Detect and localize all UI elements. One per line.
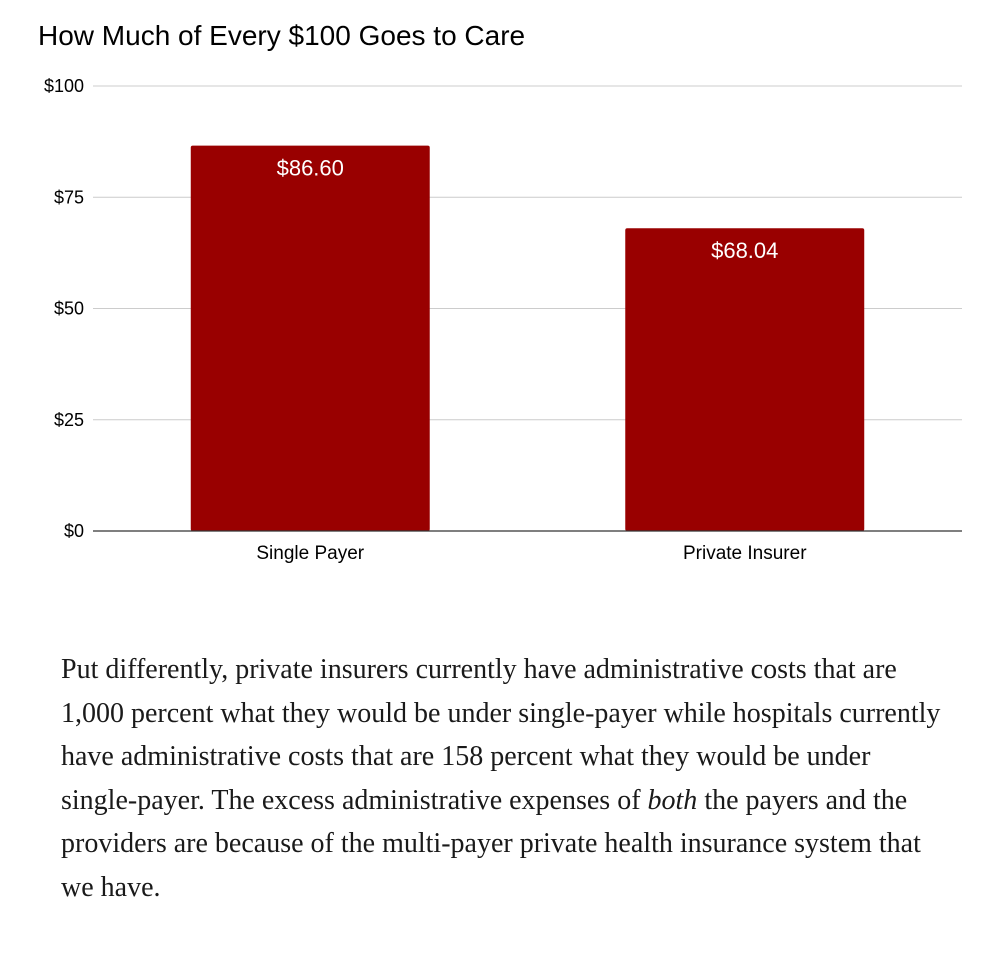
y-tick-label: $100	[44, 76, 84, 96]
x-category-label: Private Insurer	[683, 543, 807, 564]
x-category-label: Single Payer	[256, 543, 364, 564]
y-tick-label: $75	[54, 187, 84, 207]
bar-chart: How Much of Every $100 Goes to Care $0 $2…	[38, 20, 962, 564]
chart-title: How Much of Every $100 Goes to Care	[38, 20, 525, 51]
bar-value-label: $68.04	[711, 238, 778, 263]
x-axis-category-labels: Single Payer Private Insurer	[256, 543, 807, 564]
y-tick-label: $25	[54, 410, 84, 430]
data-labels: $86.60 $68.04	[277, 156, 779, 264]
article-text-part-1: Put differently, private insurers curren…	[61, 654, 941, 816]
article-paragraph: Put differently, private insurers curren…	[61, 648, 941, 909]
y-tick-label: $50	[54, 299, 84, 319]
article-text-part-2: the payers and the providers are because…	[61, 784, 921, 903]
article-emphasis: both	[647, 784, 698, 816]
bar	[625, 228, 865, 532]
bar-value-label: $86.60	[277, 156, 344, 181]
bars	[190, 145, 865, 532]
y-axis-tick-labels: $0 $25 $50 $75 $100	[44, 76, 84, 541]
y-tick-label: $0	[64, 521, 84, 541]
bar	[190, 145, 430, 531]
